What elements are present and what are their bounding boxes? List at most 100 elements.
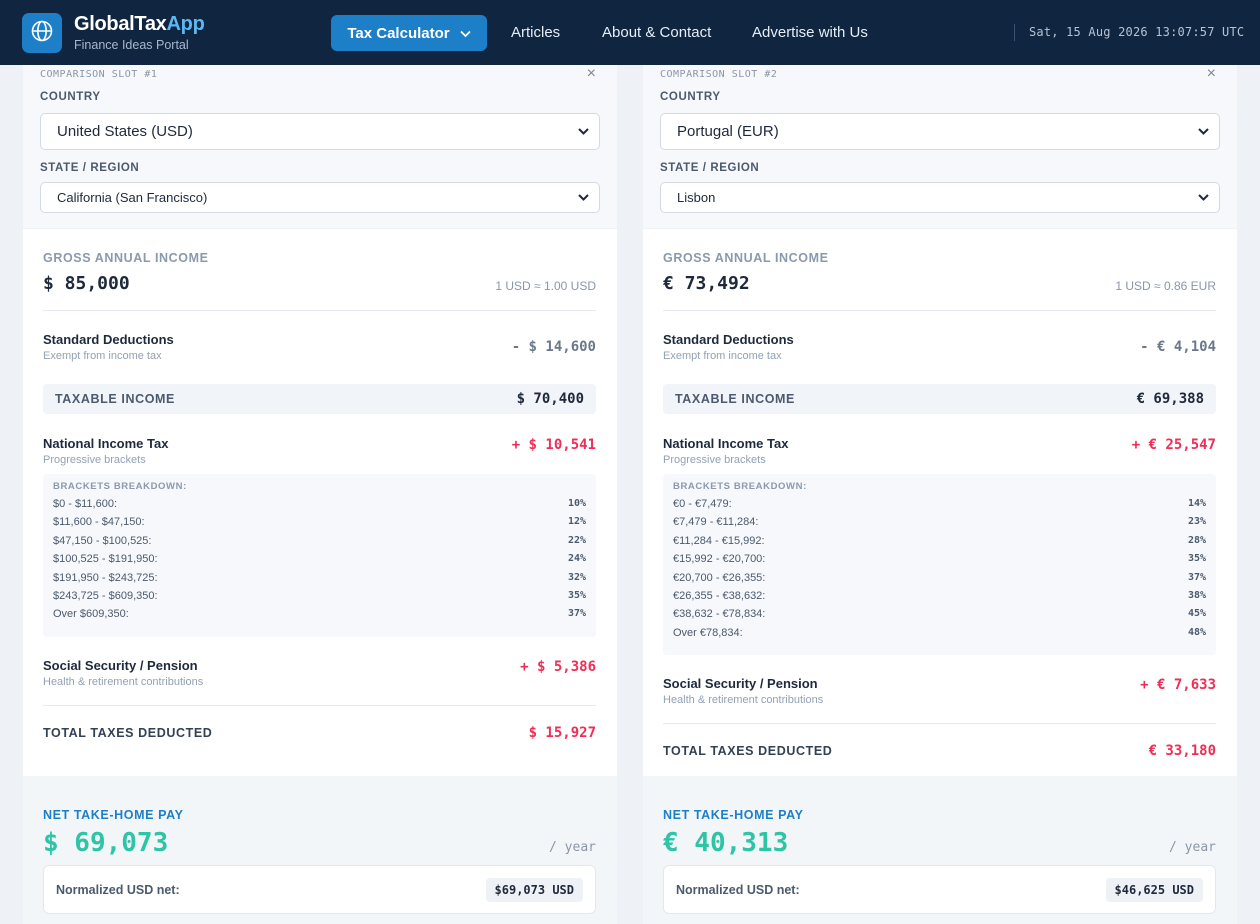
bracket-row: €38,632 - €78,834: 45%: [673, 608, 1206, 624]
bracket-row: $243,725 - $609,350: 35%: [53, 590, 586, 606]
normalized-usd-label: Normalized USD net:: [56, 883, 180, 897]
bracket-row: €15,992 - €20,700: 35%: [673, 553, 1206, 569]
taxable-income-value: $ 70,400: [516, 391, 584, 407]
taxable-income-label: TAXABLE INCOME: [675, 392, 795, 406]
income-tax-subtitle: Progressive brackets: [663, 454, 766, 466]
normalized-usd-label: Normalized USD net:: [676, 883, 800, 897]
bracket-rate: 37%: [1187, 571, 1206, 583]
bracket-row: Over €78,834: 48%: [673, 627, 1206, 643]
bracket-range: $0 - $11,600:: [53, 498, 118, 510]
country-select[interactable]: Portugal (EUR): [660, 113, 1220, 150]
income-tax-value: + $ 10,541: [511, 437, 596, 453]
region-value: California (San Francisco): [57, 190, 208, 205]
top-navigation-bar: GlobalTaxApp Finance Ideas Portal Tax Ca…: [0, 0, 1260, 65]
total-taxes-value: $ 15,927: [528, 724, 596, 741]
bracket-row: €0 - €7,479: 14%: [673, 498, 1206, 514]
social-security-value: + $ 5,386: [520, 658, 596, 675]
slot-settings: COMPARISON SLOT #1 × COUNTRY United Stat…: [23, 65, 617, 228]
app-logo[interactable]: [22, 13, 62, 53]
close-icon[interactable]: ×: [1206, 65, 1216, 82]
country-label: COUNTRY: [660, 91, 721, 103]
country-select[interactable]: United States (USD): [40, 113, 600, 150]
net-pay-section: NET TAKE-HOME PAY $ 69,073 / year Normal…: [23, 776, 617, 924]
income-tax-subtitle: Progressive brackets: [43, 454, 146, 466]
divider: [43, 704, 596, 706]
bracket-range: $47,150 - $100,525:: [53, 534, 152, 547]
bracket-row: €26,355 - €38,632: 38%: [673, 590, 1206, 606]
region-label: STATE / REGION: [40, 162, 140, 174]
income-tax-value: + € 25,547: [1131, 437, 1216, 453]
taxable-income-row: TAXABLE INCOME € 69,388: [663, 384, 1216, 414]
region-select[interactable]: California (San Francisco): [40, 182, 600, 213]
social-security-subtitle: Health & retirement contributions: [663, 694, 824, 707]
bracket-rate: 48%: [1187, 626, 1206, 638]
gross-income-label: GROSS ANNUAL INCOME: [43, 251, 209, 265]
bracket-rate: 14%: [1187, 498, 1206, 509]
chevron-down-icon: [578, 192, 589, 204]
bracket-range: $191,950 - $243,725:: [53, 571, 158, 584]
bracket-range: €26,355 - €38,632:: [673, 590, 766, 602]
bracket-row: Over $609,350: 37%: [53, 608, 586, 624]
globe-icon: [30, 19, 54, 48]
tax-calculator-label: Tax Calculator: [347, 24, 450, 42]
bracket-range: Over $609,350:: [53, 608, 129, 621]
deductions-title: Standard Deductions: [663, 332, 794, 347]
bracket-range: €7,479 - €11,284:: [673, 516, 759, 529]
comparison-slot-2: COMPARISON SLOT #2 × COUNTRY Portugal (E…: [643, 65, 1237, 924]
social-security-title: Social Security / Pension: [663, 676, 818, 692]
nav-articles[interactable]: Articles: [511, 24, 561, 41]
bracket-row: $191,950 - $243,725: 32%: [53, 572, 586, 588]
country-value: United States (USD): [57, 123, 193, 140]
social-security-title: Social Security / Pension: [43, 657, 198, 673]
bracket-range: $100,525 - $191,950:: [53, 553, 158, 566]
taxable-income-row: TAXABLE INCOME $ 70,400: [43, 384, 596, 414]
bracket-range: $243,725 - $609,350:: [53, 590, 158, 602]
bracket-range: Over €78,834:: [673, 626, 743, 639]
exchange-rate: 1 USD ≈ 0.86 EUR: [1115, 279, 1216, 293]
taxable-income-value: € 69,388: [1136, 391, 1204, 407]
nav-about-contact[interactable]: About & Contact: [602, 24, 712, 41]
clock: Sat, 15 Aug 2026 13:07:57 UTC: [1029, 25, 1245, 39]
net-pay-section: NET TAKE-HOME PAY € 40,313 / year Normal…: [643, 776, 1237, 924]
tax-breakdown-card: GROSS ANNUAL INCOME $ 85,000 1 USD ≈ 1.0…: [23, 229, 617, 776]
brackets-breakdown: BRACKETS BREAKDOWN: €0 - €7,479: 14% €7,47…: [663, 474, 1216, 656]
bracket-rate: 32%: [567, 571, 586, 583]
slot-settings: COMPARISON SLOT #2 × COUNTRY Portugal (E…: [643, 65, 1237, 228]
per-year-label: / year: [1169, 840, 1216, 855]
divider: [43, 310, 596, 311]
divider: [663, 310, 1216, 311]
deductions-value: - $ 14,600: [511, 339, 596, 355]
net-pay-label: NET TAKE-HOME PAY: [663, 808, 804, 822]
deductions-value: - € 4,104: [1140, 339, 1216, 355]
nav-advertise[interactable]: Advertise with Us: [752, 24, 868, 41]
bracket-row: €7,479 - €11,284: 23%: [673, 516, 1206, 532]
tax-breakdown-card: GROSS ANNUAL INCOME € 73,492 1 USD ≈ 0.8…: [643, 229, 1237, 776]
net-pay-value: € 40,313: [663, 828, 789, 858]
bracket-rate: 10%: [567, 498, 586, 509]
brackets-header: BRACKETS BREAKDOWN:: [673, 481, 807, 492]
region-select[interactable]: Lisbon: [660, 182, 1220, 213]
bracket-range: €11,284 - €15,992:: [673, 534, 765, 547]
chevron-down-icon: [459, 25, 471, 42]
bracket-rate: 38%: [1187, 590, 1206, 601]
income-tax-title: National Income Tax: [43, 436, 169, 451]
taxable-income-label: TAXABLE INCOME: [55, 392, 175, 406]
close-icon[interactable]: ×: [586, 65, 596, 82]
comparison-slot-1: COMPARISON SLOT #1 × COUNTRY United Stat…: [23, 65, 617, 924]
gross-income-value: € 73,492: [663, 273, 750, 294]
deductions-subtitle: Exempt from income tax: [43, 350, 162, 362]
chevron-down-icon: [578, 126, 589, 138]
total-taxes-label: TOTAL TAXES DEDUCTED: [43, 725, 213, 740]
brand[interactable]: GlobalTaxApp Finance Ideas Portal: [74, 12, 205, 52]
chevron-down-icon: [1198, 126, 1209, 138]
bracket-rate: 22%: [567, 534, 586, 546]
brackets-header: BRACKETS BREAKDOWN:: [53, 481, 187, 492]
bracket-row: $11,600 - $47,150: 12%: [53, 516, 586, 532]
slot-label: COMPARISON SLOT #1: [40, 69, 158, 80]
deductions-subtitle: Exempt from income tax: [663, 350, 782, 362]
bracket-rate: 23%: [1187, 516, 1206, 528]
region-value: Lisbon: [677, 190, 716, 205]
social-security-subtitle: Health & retirement contributions: [43, 675, 204, 688]
tax-calculator-dropdown[interactable]: Tax Calculator: [331, 15, 487, 51]
divider: [663, 723, 1216, 725]
